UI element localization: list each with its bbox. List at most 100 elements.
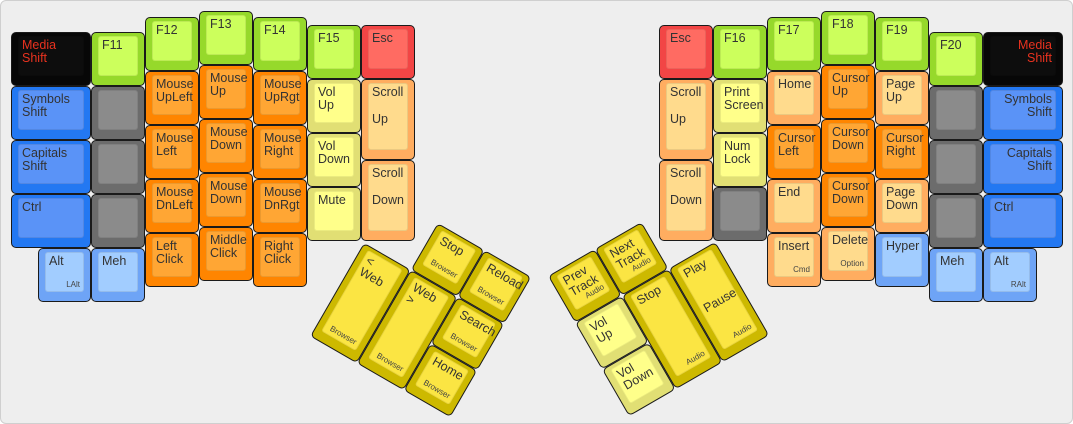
keycap-top: Alt RAlt [990, 252, 1030, 292]
keycap-top: Capitals Shift [18, 144, 84, 184]
key-label: F16 [724, 31, 746, 45]
key-label: Mouse UpRgt [264, 77, 302, 104]
keycap-top: Mouse UpLeft [152, 75, 194, 115]
key-blank[interactable] [91, 194, 145, 248]
key-sublabel: Cmd [793, 265, 810, 274]
key-delete[interactable]: Delete Option [821, 227, 875, 281]
key-cursor-down[interactable]: Cursor Down [821, 173, 875, 227]
key-mouse-upleft[interactable]: Mouse UpLeft [145, 71, 199, 125]
key-num-lock[interactable]: Num Lock [713, 133, 767, 187]
key-home[interactable]: Home [767, 71, 821, 125]
key-label: F17 [778, 23, 800, 37]
key-ctrl[interactable]: Ctrl [11, 194, 91, 248]
key-cursor-right[interactable]: Cursor Right [875, 125, 929, 179]
key-sublabel: Browser [475, 284, 506, 308]
keycap-top: Mouse Down [206, 177, 248, 217]
key-capitals-shift[interactable]: Capitals Shift [983, 140, 1063, 194]
keycap-top: Ctrl [18, 198, 84, 238]
key-f13[interactable]: F13 [199, 11, 253, 65]
key-f14[interactable]: F14 [253, 17, 307, 71]
keycap-top: F13 [206, 15, 246, 55]
key-end[interactable]: End [767, 179, 821, 233]
keycap-top: Media Shift [990, 36, 1056, 76]
key-media-shift[interactable]: Media Shift [11, 32, 91, 86]
key-blank[interactable] [929, 194, 983, 248]
key-esc[interactable]: Esc [659, 25, 713, 79]
keycap-top: Print Screen [720, 83, 764, 123]
keycap-top: Mute [314, 191, 354, 231]
key-label: Esc [670, 31, 691, 45]
key-label: Meh [940, 254, 965, 268]
key-f15[interactable]: F15 [307, 25, 361, 79]
key-f18[interactable]: F18 [821, 11, 875, 65]
key-alt[interactable]: Alt RAlt [983, 248, 1037, 302]
keycap-top [98, 90, 138, 130]
key-vol-up[interactable]: Vol Up [307, 79, 361, 133]
keycap-top [98, 144, 138, 184]
keycap-top: F12 [152, 21, 192, 61]
key-blank[interactable] [91, 140, 145, 194]
key-esc[interactable]: Esc [361, 25, 415, 79]
key-cursor-left[interactable]: Cursor Left [767, 125, 821, 179]
key-scroll-up[interactable]: Scroll Up [361, 79, 415, 160]
key-mouse-dnrgt[interactable]: Mouse DnRgt [253, 179, 307, 233]
key-media-shift[interactable]: Media Shift [983, 32, 1063, 86]
key-page-up[interactable]: Page Up [875, 71, 929, 125]
key-insert[interactable]: Insert Cmd [767, 233, 821, 287]
keycap-top: Scroll Up [666, 83, 706, 150]
key-label: Page Down [886, 185, 918, 212]
key-cursor-down[interactable]: Cursor Down [821, 119, 875, 173]
key-label-secondary: Up [670, 111, 686, 126]
key-hyper[interactable]: Hyper [875, 233, 929, 287]
key-left-click[interactable]: Left Click [145, 233, 199, 287]
key-mouse-down[interactable]: Mouse Down [199, 173, 253, 227]
key-cursor-up[interactable]: Cursor Up [821, 65, 875, 119]
key-blank[interactable] [929, 140, 983, 194]
key-mouse-uprgt[interactable]: Mouse UpRgt [253, 71, 307, 125]
key-f19[interactable]: F19 [875, 17, 929, 71]
keycap-top: Symbols Shift [990, 90, 1056, 130]
key-sublabel: Browser [429, 257, 460, 281]
keycap-top: F18 [828, 15, 868, 55]
key-label-secondary: Up [372, 111, 388, 126]
key-meh[interactable]: Meh [929, 248, 983, 302]
key-label: Mouse Right [264, 131, 302, 158]
key-f16[interactable]: F16 [713, 25, 767, 79]
keycap-top: Vol Up [314, 83, 354, 123]
key-label: F13 [210, 17, 232, 31]
key-print-screen[interactable]: Print Screen [713, 79, 767, 133]
key-blank[interactable] [91, 86, 145, 140]
key-scroll-down[interactable]: Scroll Down [361, 160, 415, 241]
key-f11[interactable]: F11 [91, 32, 145, 86]
keycap-top: Cursor Down [828, 177, 870, 217]
key-symbols-shift[interactable]: Symbols Shift [11, 86, 91, 140]
key-scroll-down[interactable]: Scroll Down [659, 160, 713, 241]
key-vol-down[interactable]: Vol Down [307, 133, 361, 187]
key-right-click[interactable]: Right Click [253, 233, 307, 287]
key-alt[interactable]: Alt LAlt [38, 248, 91, 302]
key-f17[interactable]: F17 [767, 17, 821, 71]
key-label: F11 [102, 38, 123, 52]
key-page-down[interactable]: Page Down [875, 179, 929, 233]
key-label: F19 [886, 23, 908, 37]
key-label: Cursor Down [832, 125, 870, 152]
keycap-top: Vol Down [314, 137, 354, 177]
key-mute[interactable]: Mute [307, 187, 361, 241]
key-sublabel: Audio [684, 348, 707, 367]
key-mouse-dnleft[interactable]: Mouse DnLeft [145, 179, 199, 233]
key-f20[interactable]: F20 [929, 32, 983, 86]
key-mouse-down[interactable]: Mouse Down [199, 119, 253, 173]
key-capitals-shift[interactable]: Capitals Shift [11, 140, 91, 194]
key-f12[interactable]: F12 [145, 17, 199, 71]
key-scroll-up[interactable]: Scroll Up [659, 79, 713, 160]
key-mouse-left[interactable]: Mouse Left [145, 125, 199, 179]
key-blank[interactable] [929, 86, 983, 140]
key-sublabel: Audio [731, 321, 754, 340]
key-blank[interactable] [713, 187, 767, 241]
key-meh[interactable]: Meh [91, 248, 145, 302]
key-mouse-right[interactable]: Mouse Right [253, 125, 307, 179]
key-middle-click[interactable]: Middle Click [199, 227, 253, 281]
key-ctrl[interactable]: Ctrl [983, 194, 1063, 248]
key-symbols-shift[interactable]: Symbols Shift [983, 86, 1063, 140]
key-mouse-up[interactable]: Mouse Up [199, 65, 253, 119]
